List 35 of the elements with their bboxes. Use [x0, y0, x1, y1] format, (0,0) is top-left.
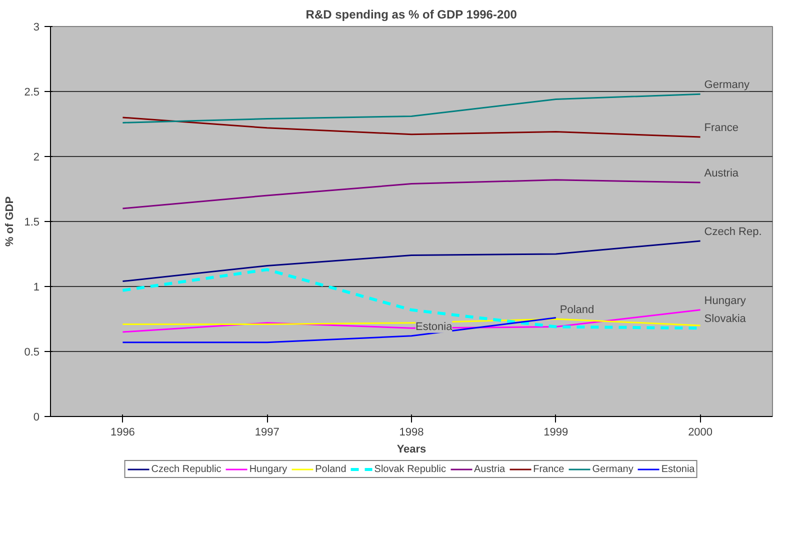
y-tick-label: 3 [33, 22, 40, 34]
annotation: Hungary [704, 294, 746, 307]
annotation: Austria [704, 168, 740, 180]
y-tick-label: 2 [33, 152, 40, 164]
line-series [122, 240, 702, 282]
y-tick-label: 1.5 [24, 216, 40, 228]
y-tick-label: 0.5 [24, 346, 40, 358]
annotation: France [704, 122, 739, 134]
y-axis-title: % of GDP [4, 196, 16, 247]
legend-label: France [533, 463, 564, 475]
y-tick-label: 0 [33, 412, 40, 424]
x-tick-label: 1999 [544, 426, 568, 438]
legend-label: Estonia [661, 463, 695, 475]
y-tick-label: 1 [33, 282, 40, 294]
legend-label: Poland [315, 463, 346, 475]
legend-label: Czech Republic [151, 463, 222, 475]
x-tick-label: 1998 [399, 426, 424, 438]
legend-label: Austria [474, 463, 506, 475]
annotation: Slovakia [704, 313, 747, 326]
legend-label: Hungary [249, 463, 288, 475]
line-series [122, 179, 702, 210]
legend-label: Germany [592, 463, 634, 475]
legend-label: Slovak Republic [374, 463, 446, 475]
line-series [122, 116, 702, 138]
x-tick-label: 2000 [688, 426, 713, 438]
line-series [122, 93, 702, 124]
y-tick-label: 2.5 [24, 86, 40, 98]
x-tick-label: 1997 [254, 426, 280, 438]
chart-title: R&D spending as % of GDP 1996-200 [306, 8, 518, 22]
x-tick-label: 1996 [110, 426, 135, 438]
annotation: Germany [704, 79, 750, 92]
annotation: Czech Rep. [704, 226, 762, 238]
annotation: Estonia [416, 320, 454, 333]
annotation: Poland [560, 304, 594, 316]
x-axis-title: Years [396, 444, 426, 456]
